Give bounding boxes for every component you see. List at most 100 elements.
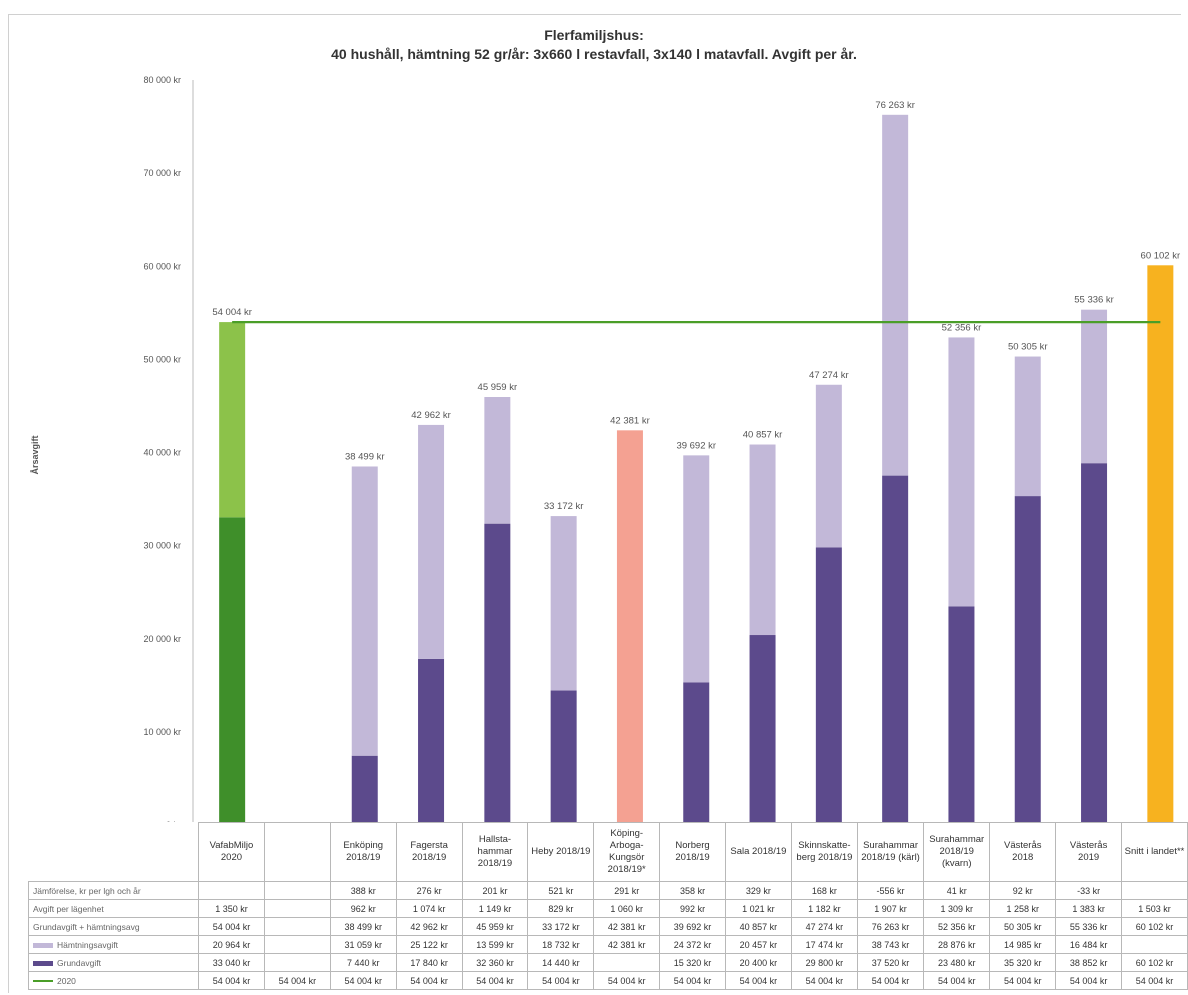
table-cell: 29 800 kr [790, 953, 858, 972]
bar-total-label: 40 857 kr [743, 430, 783, 441]
table-cell: 17 474 kr [790, 935, 858, 954]
table-cell: 55 336 kr [1055, 917, 1123, 936]
bar-vafab-grundavgift [219, 517, 246, 822]
table-cell: 54 004 kr [856, 971, 925, 990]
y-tick-label: 0 kr [166, 820, 181, 822]
y-tick-label: 80 000 kr [143, 75, 181, 85]
bar-hamtningsavgift [683, 455, 710, 683]
bar-koping-total [616, 430, 643, 822]
table-cell: 35 320 kr [989, 953, 1057, 972]
table-row: Hämtningsavgift 20 964 kr 31 059 kr 25 122 … [28, 935, 1188, 954]
table-cell: 54 004 kr [593, 971, 661, 990]
bar-grundavgift [948, 606, 975, 822]
table-cell: 42 381 kr [593, 917, 661, 936]
bar-total-label: 54 004 kr [212, 307, 252, 318]
table-cell: 20 964 kr [197, 935, 265, 954]
table-cell: 168 kr [790, 881, 858, 900]
table-cell: 16 484 kr [1055, 935, 1123, 954]
table-header-cell: Köping-Arboga-Kungsör 2018/19* [593, 822, 661, 882]
table-row: Jämförelse, kr per lgh och år 388 kr 276 k… [28, 881, 1188, 900]
y-tick-label: 20 000 kr [143, 634, 181, 644]
table-header-cell: Sala 2018/19 [724, 822, 792, 882]
table-cell: 54 004 kr [329, 971, 397, 990]
bar-total-label: 76 263 kr [875, 100, 915, 111]
table-row-label-text: Jämförelse, kr per lgh och år [33, 885, 141, 896]
table-row: Grundavgift 33 040 kr 7 440 kr 17 840 kr 32 … [28, 953, 1188, 972]
table-cell: 37 520 kr [856, 953, 925, 972]
table-cell: 1 074 kr [395, 899, 463, 918]
table-cell: 521 kr [527, 881, 595, 900]
table-cell: 31 059 kr [329, 935, 397, 954]
table-cell: 7 440 kr [329, 953, 397, 972]
bar-total-label: 42 962 kr [411, 410, 451, 421]
table-cell: -33 kr [1055, 881, 1123, 900]
bar-hamtningsavgift [550, 516, 577, 691]
table-row-label-text: Grundavgift [57, 957, 101, 968]
bar-grundavgift [418, 658, 445, 822]
bar-grundavgift [550, 690, 577, 822]
table-cell: 201 kr [461, 881, 529, 900]
bar-snitt-total [1147, 265, 1174, 822]
table-row-label-text: Avgift per lägenhet [33, 903, 104, 914]
table-cell: 47 274 kr [790, 917, 858, 936]
table-header-cell: Enköping 2018/19 [329, 822, 397, 882]
table-cell [1121, 881, 1188, 900]
y-axis-label: Årsavgift [30, 435, 40, 474]
table-cell: 76 263 kr [856, 917, 925, 936]
table-row: Avgift per lägenhet 1 350 kr 962 kr 1 074 k… [28, 899, 1188, 918]
table-cell: 54 004 kr [527, 971, 595, 990]
bar-total-label: 50 305 kr [1008, 342, 1048, 353]
table-cell: 28 876 kr [923, 935, 991, 954]
table-cell: 42 381 kr [593, 935, 661, 954]
table-cell: 1 258 kr [989, 899, 1057, 918]
table-cell: 13 599 kr [461, 935, 529, 954]
bar-hamtningsavgift [749, 444, 776, 636]
table-header-cell: Västerås 2019 [1055, 822, 1123, 882]
table-cell: 1 060 kr [593, 899, 661, 918]
table-cell [593, 953, 661, 972]
table-cell: 1 503 kr [1121, 899, 1188, 918]
y-tick-label: 70 000 kr [143, 168, 181, 178]
table-cell: 291 kr [593, 881, 661, 900]
table-row-label-text: Grundavgift + hämtningsavg [33, 921, 140, 932]
legend-swatch [33, 980, 53, 983]
table-cell: 92 kr [989, 881, 1057, 900]
table-cell: 50 305 kr [989, 917, 1057, 936]
chart-title-line-1: Flerfamiljshus: [544, 27, 644, 43]
bar-grundavgift [749, 635, 776, 822]
table-cell: 33 172 kr [527, 917, 595, 936]
bar-total-label: 33 172 kr [544, 501, 584, 512]
table-cell [263, 917, 331, 936]
bar-hamtningsavgift [418, 424, 445, 659]
bar-grundavgift [1081, 463, 1108, 822]
bar-hamtningsavgift [1081, 309, 1108, 464]
chart-title-line-2: 40 hushåll, hämtning 52 gr/år: 3x660 l r… [331, 46, 857, 62]
legend-swatch [33, 942, 53, 948]
table-cell: 20 457 kr [724, 935, 792, 954]
table-header-cell: Västerås 2018 [989, 822, 1057, 882]
table-header-cell: Hallsta-hammar 2018/19 [461, 822, 529, 882]
table-cell: 54 004 kr [1055, 971, 1123, 990]
bar-total-label: 47 274 kr [809, 370, 849, 381]
table-cell: 962 kr [329, 899, 397, 918]
table-cell: 829 kr [527, 899, 595, 918]
table-cell: 38 743 kr [856, 935, 925, 954]
table-cell [1121, 935, 1188, 954]
table-cell: 17 840 kr [395, 953, 463, 972]
table-cell: 54 004 kr [659, 971, 726, 990]
table-cell: 54 004 kr [989, 971, 1057, 990]
table-cell: 1 907 kr [856, 899, 925, 918]
table-row-label: Avgift per lägenhet [28, 899, 199, 918]
bar-hamtningsavgift [948, 337, 975, 607]
table-cell: 388 kr [329, 881, 397, 900]
table-cell: 358 kr [659, 881, 726, 900]
table-cell: 276 kr [395, 881, 463, 900]
table-cell: 1 350 kr [197, 899, 265, 918]
table-cell: 33 040 kr [197, 953, 265, 972]
bar-hamtningsavgift [815, 384, 842, 548]
table-cell [197, 881, 265, 900]
table-cell: 41 kr [923, 881, 991, 900]
table-cell: 14 985 kr [989, 935, 1057, 954]
bar-total-label: 42 381 kr [610, 415, 650, 426]
table-cell: 329 kr [724, 881, 792, 900]
